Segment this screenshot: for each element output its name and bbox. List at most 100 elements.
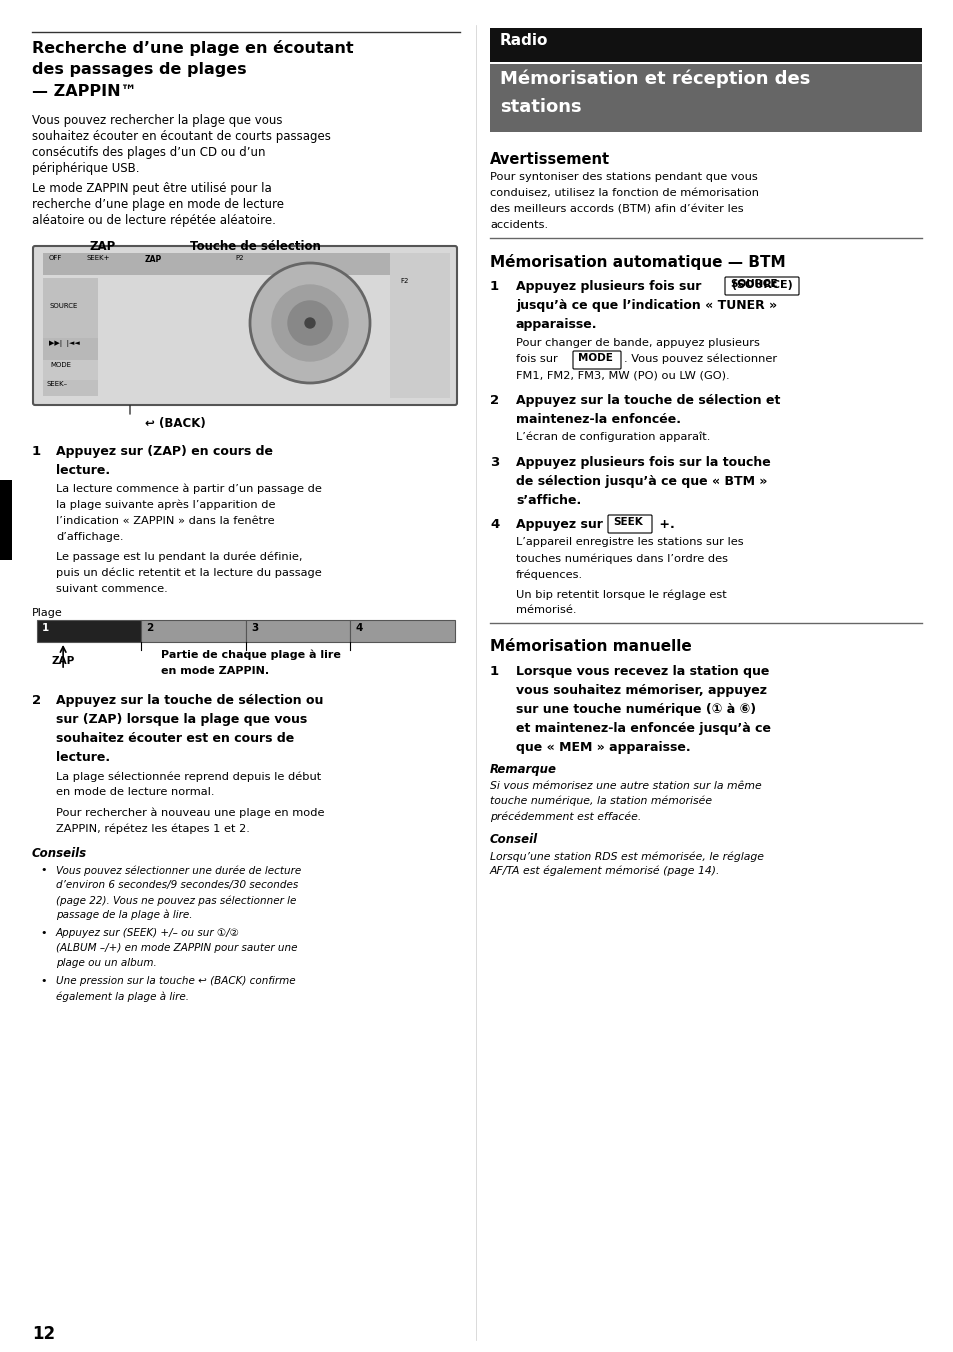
- Text: 4: 4: [355, 623, 362, 633]
- Text: lecture.: lecture.: [56, 750, 110, 764]
- Text: MODE: MODE: [578, 353, 612, 362]
- Text: Le passage est lu pendant la durée définie,: Le passage est lu pendant la durée défin…: [56, 552, 302, 562]
- Text: ↩ (BACK): ↩ (BACK): [145, 416, 206, 430]
- Text: l’indication « ZAPPIN » dans la fenêtre: l’indication « ZAPPIN » dans la fenêtre: [56, 516, 274, 526]
- Bar: [37, 621, 141, 642]
- Text: que « MEM » apparaisse.: que « MEM » apparaisse.: [516, 741, 690, 754]
- Text: Mémorisation et réception des: Mémorisation et réception des: [499, 70, 809, 88]
- Text: Appuyez plusieurs fois sur la touche: Appuyez plusieurs fois sur la touche: [516, 456, 770, 469]
- Text: Radio: Radio: [499, 32, 548, 49]
- Bar: [490, 64, 921, 132]
- Text: L’écran de configuration apparaît.: L’écran de configuration apparaît.: [516, 433, 710, 442]
- Text: OFF: OFF: [49, 256, 62, 261]
- Text: MODE: MODE: [50, 362, 71, 368]
- Text: Mémorisation manuelle: Mémorisation manuelle: [490, 639, 691, 654]
- Bar: [43, 380, 98, 396]
- Text: mémorisé.: mémorisé.: [516, 604, 576, 615]
- Circle shape: [288, 301, 332, 345]
- Text: Plage: Plage: [32, 608, 63, 618]
- Text: 2: 2: [490, 393, 498, 407]
- Text: Appuyez sur la touche de sélection et: Appuyez sur la touche de sélection et: [516, 393, 780, 407]
- Text: SOURCE: SOURCE: [50, 303, 78, 310]
- Text: FM1, FM2, FM3, MW (PO) ou LW (GO).: FM1, FM2, FM3, MW (PO) ou LW (GO).: [516, 370, 729, 380]
- Bar: [35, 247, 455, 403]
- Bar: [0, 480, 12, 560]
- Text: consécutifs des plages d’un CD ou d’un: consécutifs des plages d’un CD ou d’un: [32, 146, 265, 160]
- FancyBboxPatch shape: [724, 277, 799, 295]
- Text: 3: 3: [490, 456, 498, 469]
- Text: ZAPPIN, répétez les étapes 1 et 2.: ZAPPIN, répétez les étapes 1 et 2.: [56, 823, 250, 833]
- Text: également la plage à lire.: également la plage à lire.: [56, 991, 189, 1002]
- Text: 12: 12: [32, 1325, 55, 1343]
- Text: •: •: [40, 927, 47, 938]
- Bar: [141, 621, 246, 642]
- Text: passage de la plage à lire.: passage de la plage à lire.: [56, 910, 193, 921]
- Text: Pour changer de bande, appuyez plusieurs: Pour changer de bande, appuyez plusieurs: [516, 338, 760, 347]
- Text: touche numérique, la station mémorisée: touche numérique, la station mémorisée: [490, 796, 711, 807]
- Text: Un bip retentit lorsque le réglage est: Un bip retentit lorsque le réglage est: [516, 589, 726, 599]
- Text: lecture.: lecture.: [56, 464, 110, 477]
- Text: plage ou un album.: plage ou un album.: [56, 959, 156, 968]
- Text: aléatoire ou de lecture répétée aléatoire.: aléatoire ou de lecture répétée aléatoir…: [32, 214, 275, 227]
- Text: 2: 2: [32, 694, 41, 707]
- Text: d’environ 6 secondes/9 secondes/30 secondes: d’environ 6 secondes/9 secondes/30 secon…: [56, 880, 298, 890]
- Text: Appuyez sur la touche de sélection ou: Appuyez sur la touche de sélection ou: [56, 694, 323, 707]
- Text: vous souhaitez mémoriser, appuyez: vous souhaitez mémoriser, appuyez: [516, 684, 766, 698]
- Text: Le mode ZAPPIN peut être utilisé pour la: Le mode ZAPPIN peut être utilisé pour la: [32, 183, 272, 195]
- Text: s’affiche.: s’affiche.: [516, 493, 580, 507]
- Circle shape: [250, 264, 370, 383]
- Text: suivant commence.: suivant commence.: [56, 584, 168, 594]
- FancyBboxPatch shape: [33, 246, 456, 406]
- Text: 1: 1: [42, 623, 50, 633]
- Text: touches numériques dans l’ordre des: touches numériques dans l’ordre des: [516, 553, 727, 564]
- Text: accidents.: accidents.: [490, 220, 548, 230]
- Text: ZAP: ZAP: [90, 241, 116, 253]
- Text: Lorsque vous recevez la station que: Lorsque vous recevez la station que: [516, 665, 768, 677]
- Text: Vous pouvez sélectionner une durée de lecture: Vous pouvez sélectionner une durée de le…: [56, 865, 301, 876]
- Bar: [490, 28, 921, 62]
- Text: ▶▶|  |◄◄: ▶▶| |◄◄: [49, 339, 80, 347]
- Text: La plage sélectionnée reprend depuis le début: La plage sélectionnée reprend depuis le …: [56, 771, 321, 781]
- Text: puis un déclic retentit et la lecture du passage: puis un déclic retentit et la lecture du…: [56, 568, 321, 579]
- Text: SEEK–: SEEK–: [47, 381, 68, 387]
- FancyBboxPatch shape: [607, 515, 651, 533]
- Text: souhaitez écouter en écoutant de courts passages: souhaitez écouter en écoutant de courts …: [32, 130, 331, 143]
- Text: ZAP: ZAP: [51, 656, 74, 667]
- Text: +.: +.: [655, 518, 674, 531]
- Text: Si vous mémorisez une autre station sur la même: Si vous mémorisez une autre station sur …: [490, 781, 760, 791]
- Text: en mode ZAPPIN.: en mode ZAPPIN.: [161, 667, 270, 676]
- Text: P2: P2: [234, 256, 243, 261]
- Text: fois sur: fois sur: [516, 354, 558, 364]
- Text: des meilleurs accords (BTM) afin d’éviter les: des meilleurs accords (BTM) afin d’évite…: [490, 204, 742, 214]
- Text: SOURCE: SOURCE: [729, 279, 777, 289]
- Text: 4: 4: [490, 518, 498, 531]
- Bar: [43, 279, 98, 338]
- Text: Conseils: Conseils: [32, 846, 87, 860]
- Text: Touche de sélection: Touche de sélection: [190, 241, 320, 253]
- Text: la plage suivante après l’apparition de: la plage suivante après l’apparition de: [56, 500, 275, 511]
- Text: Remarque: Remarque: [490, 763, 557, 776]
- Text: (page 22). Vous ne pouvez pas sélectionner le: (page 22). Vous ne pouvez pas sélectionn…: [56, 895, 296, 906]
- Text: (ALBUM –/+) en mode ZAPPIN pour sauter une: (ALBUM –/+) en mode ZAPPIN pour sauter u…: [56, 942, 297, 953]
- Text: — ZAPPIN™: — ZAPPIN™: [32, 84, 136, 99]
- Text: 1: 1: [32, 445, 41, 458]
- Text: conduisez, utilisez la fonction de mémorisation: conduisez, utilisez la fonction de mémor…: [490, 188, 759, 197]
- Bar: [246, 621, 350, 642]
- Bar: [350, 621, 455, 642]
- Text: SEEK: SEEK: [613, 516, 642, 527]
- Text: F2: F2: [399, 279, 408, 284]
- Text: 1: 1: [490, 665, 498, 677]
- Text: SEEK+: SEEK+: [87, 256, 111, 261]
- Text: sur une touche numérique (① à ⑥): sur une touche numérique (① à ⑥): [516, 703, 756, 717]
- Text: Recherche d’une plage en écoutant: Recherche d’une plage en écoutant: [32, 41, 354, 55]
- Circle shape: [272, 285, 348, 361]
- Bar: [43, 338, 98, 360]
- Text: des passages de plages: des passages de plages: [32, 62, 247, 77]
- Text: de sélection jusqu’à ce que « BTM »: de sélection jusqu’à ce que « BTM »: [516, 475, 766, 488]
- Text: 3: 3: [251, 623, 258, 633]
- Circle shape: [305, 318, 314, 329]
- Text: Conseil: Conseil: [490, 833, 537, 846]
- Text: Avertissement: Avertissement: [490, 151, 610, 168]
- Text: Lorsqu’une station RDS est mémorisée, le réglage: Lorsqu’une station RDS est mémorisée, le…: [490, 850, 763, 861]
- Text: et maintenez-la enfoncée jusqu’à ce: et maintenez-la enfoncée jusqu’à ce: [516, 722, 770, 735]
